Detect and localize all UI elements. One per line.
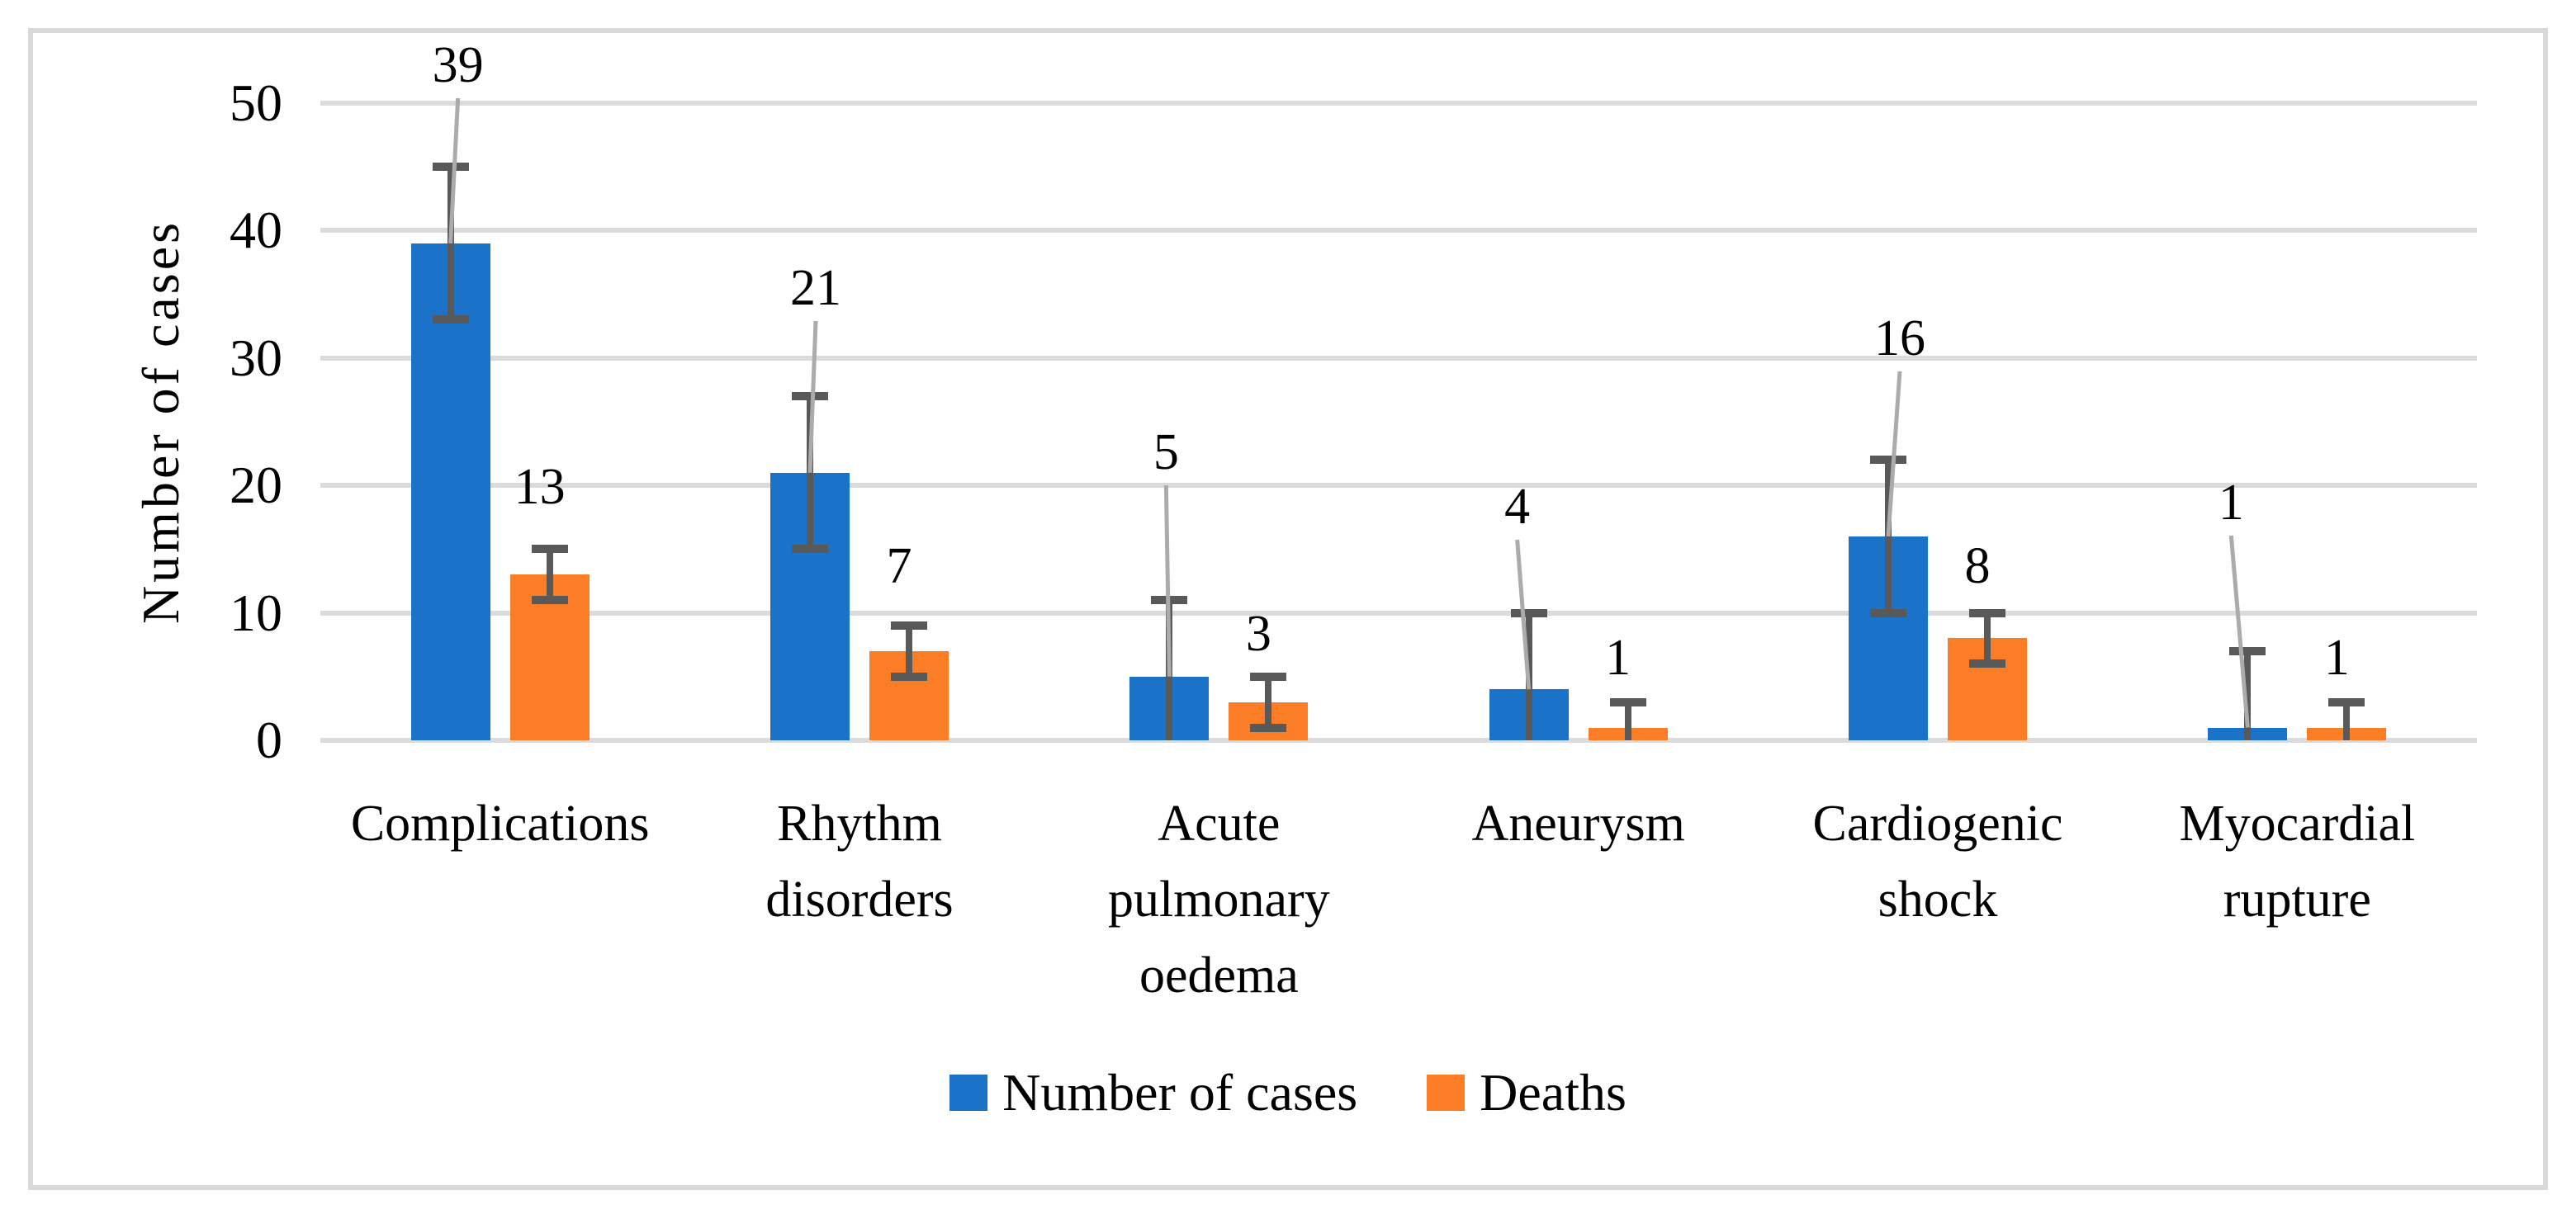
- chart-legend: Number of cases Deaths: [0, 1066, 2576, 1119]
- error-bar-deaths-cardiogenic: [1984, 612, 1991, 664]
- leader-line-number-of-cases-aneurysm: [1515, 539, 1532, 690]
- data-label-deaths-complications: 13: [514, 459, 566, 515]
- data-label-number-of-cases-rhythm: 21: [790, 260, 841, 316]
- error-cap-top-number-of-cases-aneurysm: [1510, 608, 1547, 617]
- legend-swatch-number-of-cases: [949, 1075, 988, 1111]
- legend-item-number-of-cases: Number of cases: [949, 1066, 1357, 1119]
- data-label-deaths-rhythm: 7: [886, 538, 912, 594]
- y-tick-label-10: 10: [230, 583, 282, 642]
- y-tick-label-50: 50: [230, 73, 282, 132]
- error-cap-bottom-number-of-cases-complications: [432, 315, 469, 324]
- leader-line-number-of-cases-acute: [1163, 484, 1172, 677]
- gridline-30: [320, 355, 2477, 361]
- legend-swatch-deaths: [1427, 1075, 1466, 1111]
- data-label-deaths-myocardial: 1: [2323, 630, 2350, 686]
- error-cap-top-deaths-aneurysm: [1609, 697, 1646, 706]
- data-label-number-of-cases-aneurysm: 4: [1504, 479, 1531, 535]
- y-tick-label-0: 0: [256, 711, 282, 769]
- category-label-cardiogenic: Cardiogenic shock: [1812, 796, 2063, 928]
- error-cap-top-deaths-cardiogenic: [1969, 608, 2005, 617]
- data-label-deaths-aneurysm: 1: [1605, 630, 1631, 686]
- leader-line-number-of-cases-rhythm: [807, 320, 818, 473]
- data-label-number-of-cases-cardiogenic: 16: [1874, 310, 1925, 366]
- error-bar-deaths-rhythm: [906, 626, 912, 677]
- category-label-complications: Complications: [350, 796, 650, 852]
- data-label-number-of-cases-acute: 5: [1153, 424, 1179, 480]
- error-cap-bottom-deaths-rhythm: [891, 672, 927, 681]
- leader-line-number-of-cases-myocardial: [2228, 535, 2250, 728]
- category-label-acute: Acute pulmonary oedema: [1108, 796, 1330, 1004]
- leader-line-number-of-cases-cardiogenic: [1886, 371, 1902, 537]
- error-bar-deaths-aneurysm: [1624, 702, 1631, 740]
- error-cap-bottom-number-of-cases-rhythm: [792, 545, 828, 554]
- error-cap-top-deaths-complications: [531, 545, 568, 554]
- bar-number-of-cases-complications: [410, 243, 490, 740]
- gridline-40: [320, 228, 2477, 234]
- y-tick-label-20: 20: [230, 456, 282, 515]
- leader-line-number-of-cases-complications: [448, 97, 461, 243]
- x-axis-line: [320, 738, 2477, 743]
- data-label-deaths-cardiogenic: 8: [1964, 538, 1991, 594]
- legend-item-deaths: Deaths: [1427, 1066, 1627, 1119]
- error-bar-deaths-complications: [546, 549, 553, 601]
- error-cap-bottom-deaths-acute: [1250, 723, 1287, 732]
- legend-label-number-of-cases: Number of cases: [1002, 1063, 1358, 1122]
- error-bar-deaths-myocardial: [2343, 702, 2351, 740]
- error-cap-top-deaths-rhythm: [891, 621, 927, 631]
- error-cap-top-number-of-cases-myocardial: [2229, 646, 2266, 655]
- y-tick-label-30: 30: [230, 328, 282, 387]
- plot-area: [320, 103, 2477, 740]
- error-cap-bottom-deaths-cardiogenic: [1969, 659, 2005, 669]
- gridline-20: [320, 483, 2477, 489]
- error-cap-top-number-of-cases-complications: [432, 163, 469, 172]
- error-cap-top-number-of-cases-rhythm: [792, 392, 828, 401]
- category-label-myocardial: Myocardial rupture: [2179, 796, 2416, 928]
- error-cap-top-deaths-acute: [1250, 672, 1287, 681]
- y-tick-label-40: 40: [230, 201, 282, 260]
- gridline-10: [320, 610, 2477, 616]
- data-label-number-of-cases-complications: 39: [432, 37, 484, 93]
- error-bar-number-of-cases-myocardial: [2244, 650, 2252, 740]
- category-label-rhythm: Rhythm disorders: [765, 796, 954, 928]
- error-cap-bottom-deaths-complications: [531, 596, 568, 605]
- data-label-deaths-acute: 3: [1245, 606, 1271, 662]
- error-bar-deaths-acute: [1265, 676, 1272, 728]
- legend-label-deaths: Deaths: [1480, 1063, 1627, 1122]
- error-cap-top-number-of-cases-cardiogenic: [1870, 456, 1906, 465]
- error-cap-top-deaths-myocardial: [2328, 697, 2365, 706]
- error-cap-bottom-number-of-cases-cardiogenic: [1870, 608, 1906, 617]
- gridline-50: [320, 101, 2477, 106]
- data-label-number-of-cases-myocardial: 1: [2218, 475, 2244, 531]
- category-label-aneurysm: Aneurysm: [1471, 796, 1685, 852]
